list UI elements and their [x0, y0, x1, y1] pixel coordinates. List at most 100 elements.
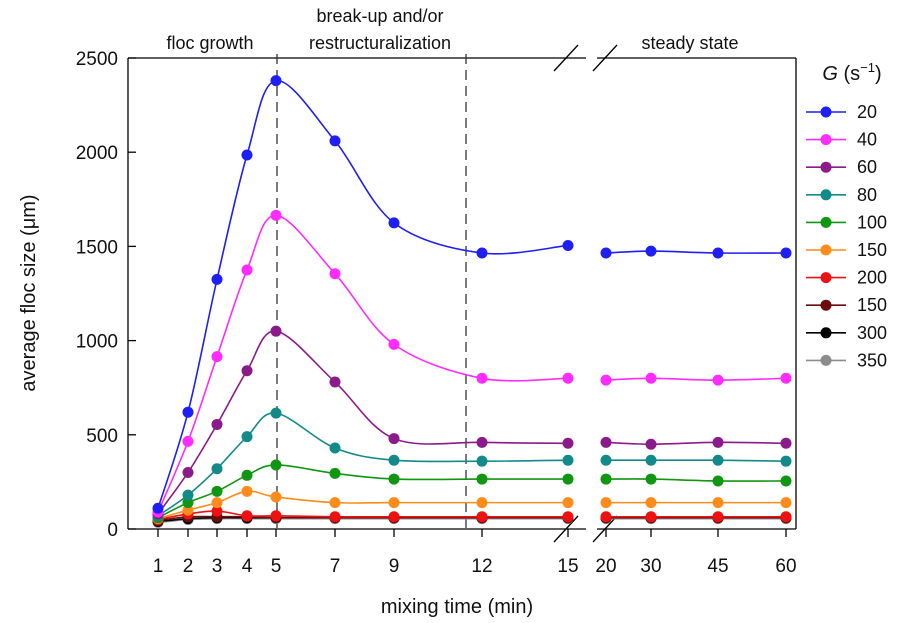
- data-point: [562, 454, 574, 466]
- data-point: [241, 431, 253, 443]
- series-line: [605, 377, 787, 381]
- legend-label: 20: [857, 102, 877, 122]
- data-point: [645, 438, 657, 450]
- legend-item: 300: [806, 323, 887, 343]
- data-point: [600, 497, 612, 509]
- phase-label: steady state: [641, 33, 738, 53]
- data-point: [645, 245, 657, 257]
- data-point: [562, 497, 574, 509]
- x-tick-label: 1: [153, 556, 164, 577]
- data-point: [270, 407, 282, 419]
- data-point: [388, 497, 400, 509]
- series-layer: [152, 75, 792, 528]
- y-tick-label: 500: [86, 426, 118, 447]
- data-point: [780, 455, 792, 467]
- x-tick-label: 5: [271, 556, 282, 577]
- series-150: [152, 485, 792, 525]
- series-line: [157, 510, 568, 521]
- data-point: [562, 437, 574, 449]
- x-tick-label: 4: [242, 556, 253, 577]
- legend-item: 20: [806, 102, 877, 122]
- x-tick-label: 3: [212, 556, 223, 577]
- legend-swatch-marker: [820, 134, 832, 146]
- data-point: [329, 511, 341, 523]
- legend-swatch-marker: [820, 216, 832, 228]
- data-point: [241, 485, 253, 497]
- y-tick-label: 1000: [76, 332, 118, 353]
- data-point: [152, 502, 164, 514]
- data-point: [600, 473, 612, 485]
- legend-label: 40: [857, 130, 877, 150]
- data-point: [712, 436, 724, 448]
- data-point: [388, 338, 400, 350]
- legend-label: 100: [857, 212, 887, 232]
- data-point: [329, 497, 341, 509]
- series-line: [605, 250, 787, 254]
- legend-item: 80: [806, 185, 877, 205]
- phase-label: break-up and/or: [316, 6, 443, 26]
- data-point: [388, 433, 400, 445]
- data-point: [645, 497, 657, 509]
- legend-item: 150: [806, 240, 887, 260]
- x-tick-label: 60: [775, 556, 796, 577]
- legend-swatch-marker: [820, 161, 832, 173]
- data-point: [476, 436, 488, 448]
- data-point: [780, 497, 792, 509]
- data-point: [241, 469, 253, 481]
- data-point: [211, 418, 223, 430]
- data-point: [270, 75, 282, 87]
- legend-swatch-marker: [820, 272, 832, 284]
- data-point: [329, 135, 341, 147]
- data-point: [211, 497, 223, 509]
- y-tick-label: 1500: [76, 237, 118, 258]
- legend-label: 150: [857, 240, 887, 260]
- data-point: [562, 473, 574, 485]
- legend-item: 200: [806, 268, 887, 288]
- data-point: [712, 511, 724, 523]
- series-100: [152, 459, 792, 524]
- y-tick-label: 2500: [76, 49, 118, 70]
- x-tick-label: 20: [595, 556, 616, 577]
- x-tick-label: 9: [389, 556, 400, 577]
- data-point: [182, 497, 194, 509]
- series-200: [152, 505, 792, 526]
- data-point: [780, 511, 792, 523]
- data-point: [241, 510, 253, 522]
- y-axis-title-suffix: m): [18, 194, 40, 217]
- data-point: [780, 437, 792, 449]
- data-point: [712, 374, 724, 386]
- axis-break-mark: [592, 44, 618, 72]
- legend-label: 80: [857, 185, 877, 205]
- data-point: [476, 511, 488, 523]
- data-point: [241, 365, 253, 377]
- series-line: [157, 412, 569, 517]
- legend-title-exponent: −1: [860, 60, 875, 75]
- data-point: [211, 273, 223, 285]
- data-point: [712, 475, 724, 487]
- legend-item: 150: [806, 295, 887, 315]
- phase-boundaries: floc growth break-up and/or restructuraliz…: [166, 6, 739, 529]
- y-axis-title-unit-symbol: μ: [18, 218, 40, 230]
- data-point: [329, 442, 341, 454]
- data-point: [182, 466, 194, 478]
- y-axis-title: average floc size (μm): [18, 194, 40, 391]
- data-point: [780, 247, 792, 259]
- data-point: [270, 491, 282, 503]
- data-point: [476, 473, 488, 485]
- legend-title: G (s−1): [822, 60, 881, 85]
- legend-swatch-marker: [820, 106, 832, 118]
- data-point: [270, 325, 282, 337]
- axis-break-mark: [553, 44, 579, 72]
- legend-swatch-marker: [820, 244, 832, 256]
- data-point: [211, 351, 223, 363]
- x-axis-title: mixing time (min): [381, 596, 533, 618]
- legend-title-close: ): [875, 63, 882, 85]
- series-line: [605, 478, 787, 482]
- series-line: [157, 515, 568, 522]
- legend: G (s−1) 20 40 60 80 100 150 200 150 300 350: [806, 60, 887, 370]
- data-point: [182, 489, 194, 501]
- legend-swatch-marker: [820, 354, 832, 366]
- legend-item: 350: [806, 350, 887, 370]
